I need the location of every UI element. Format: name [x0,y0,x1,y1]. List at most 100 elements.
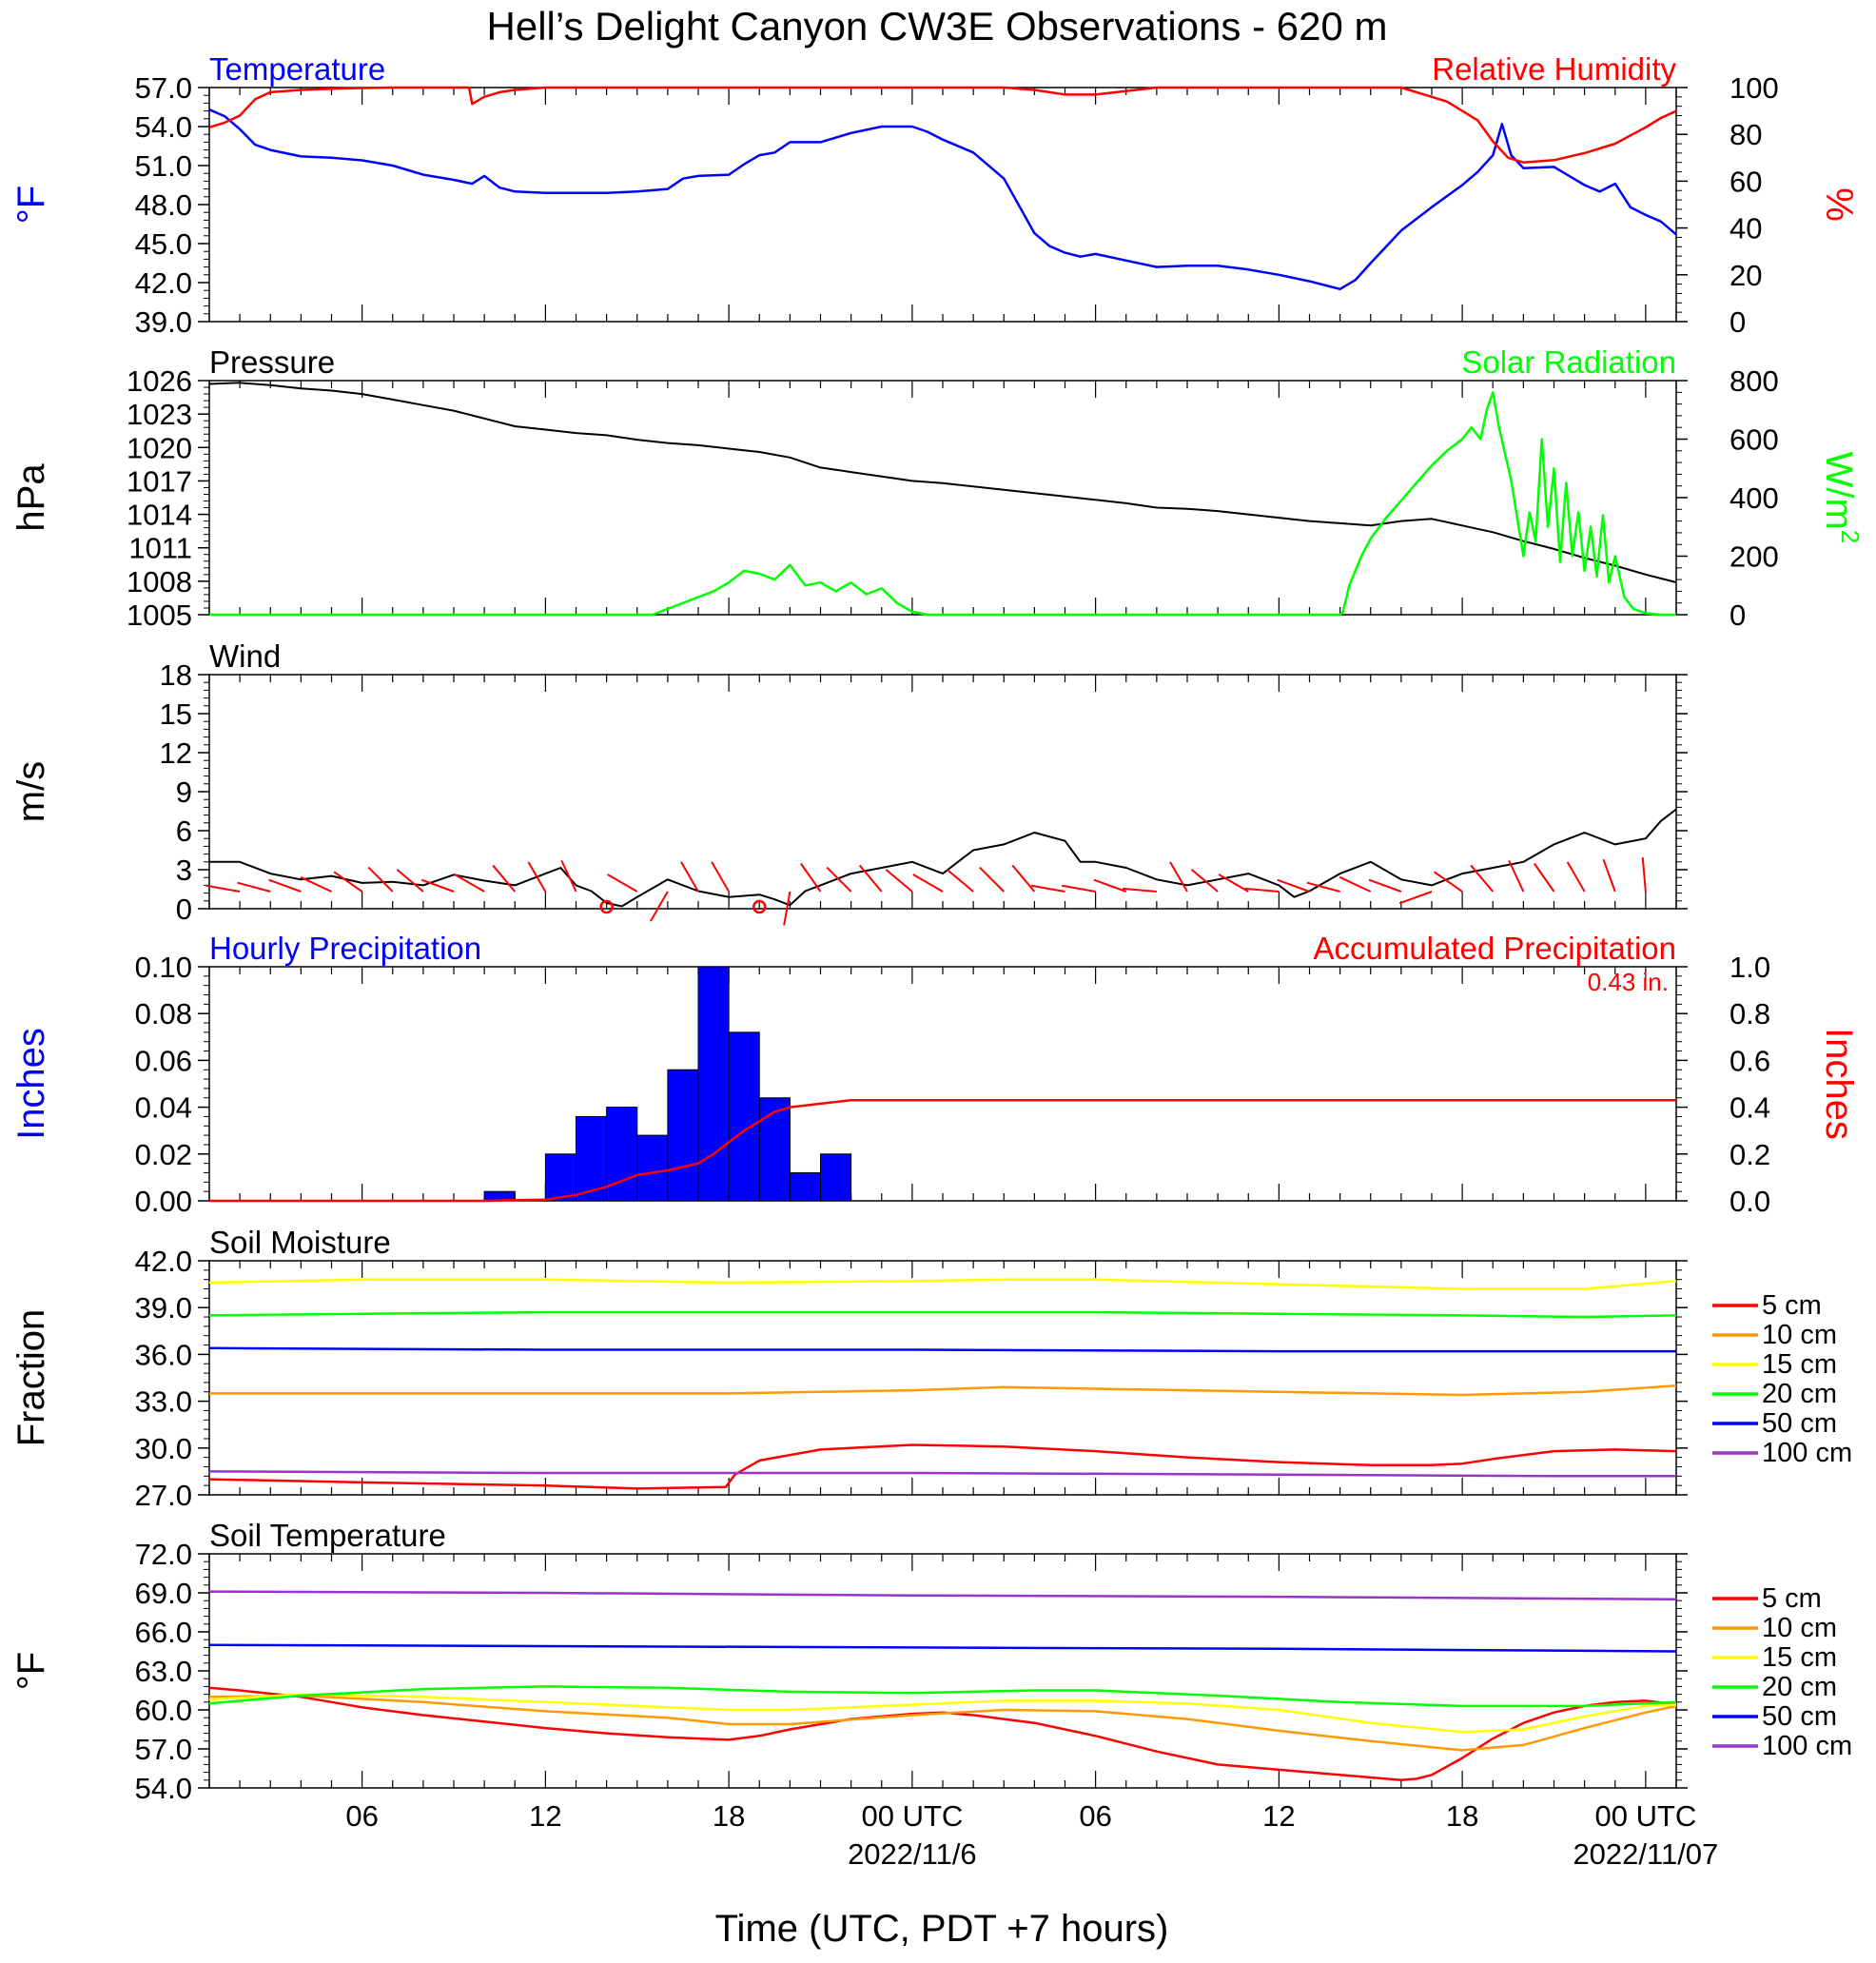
x-tick-sublabel: 2022/11/6 [848,1837,977,1871]
panel-4-annotation: 0.43 in. [1588,968,1669,996]
panel-5-legend-label: 15 cm [1762,1349,1837,1380]
panel-2-y-tick-label-right: 800 [1729,364,1779,398]
panel-3-wind-barb [1011,864,1036,893]
panel-3-wind-barb [1218,874,1249,893]
panel-5-legend-label: 20 cm [1762,1379,1837,1409]
panel-6-series-50-cm [208,1643,1677,1653]
panel-3-ylabel-left: m/s [10,761,52,822]
panel-3-calm-marker [752,899,767,914]
panel-5-series-10-cm [209,1384,1677,1397]
panel-5-legend-label: 50 cm [1762,1408,1837,1439]
panel-3-series-wind [209,808,1677,908]
panel-4-y-tick-label-right: 0.6 [1729,1044,1770,1077]
x-tick-label: 18 [1446,1799,1478,1833]
panel-5-ylabel-left: Fraction [10,1309,52,1447]
panel-3-wind-barb [1030,884,1065,893]
panel-5-y-tick-label-left: 36.0 [135,1338,192,1371]
panel-4-y-tick-label-left: 0.10 [135,951,192,984]
panel-3-wind-barb [1306,881,1340,893]
x-tick-label: 06 [1079,1799,1111,1833]
panel-3-wind-barb [396,869,424,893]
panel-4-ylabel-left: Inches [10,1028,52,1140]
panel-2-y-tick-label-right: 0 [1729,599,1746,632]
panel-4-y-tick-label-left: 0.04 [135,1091,192,1125]
figure-title: Hell’s Delight Canyon CW3E Observations … [487,4,1388,49]
panel-6-title-left: Soil Temperature [209,1518,446,1553]
panel-6-series-100-cm [208,1590,1677,1601]
panel-3-wind-barb [1434,871,1463,893]
panel-1-series-temperature [208,108,1677,291]
panel-3-wind-barb [1398,891,1433,905]
panel-5-frame [208,1260,1677,1496]
panel-4-frame [208,966,1677,1202]
panel-3-wind-barb [560,859,577,893]
panel-6-y-tick-label-left: 63.0 [135,1655,192,1688]
panel-6-y-tick-label-left: 72.0 [135,1538,192,1571]
x-axis-label: Time (UTC, PDT +7 hours) [715,1908,1169,1950]
panel-3-wind-barb [300,875,332,893]
panel-3-y-tick-label-left: 18 [160,658,192,692]
panel-2-y-tick-label-left: 1011 [128,532,192,565]
panel-6-y-tick-label-left: 60.0 [135,1694,192,1727]
panel-2-y-tick-label-left: 1014 [127,499,192,532]
panel-6-ylabel-left: °F [10,1652,52,1690]
panel-3-wind-barb [527,861,547,893]
panel-3-wind-barb [1093,878,1127,893]
panel-5-series-100-cm [208,1470,1676,1478]
panel-1-ylabel-left: °F [10,186,52,224]
panel-4-precip-bar [789,1171,821,1202]
panel-1-frame [208,87,1677,323]
panel-4-title-left: Hourly Precipitation [209,931,481,966]
panel-4-precip-bar [728,1031,760,1202]
panel-6-legend-label: 20 cm [1762,1672,1837,1702]
panel-1-y-tick-label-right: 20 [1729,259,1762,292]
panel-3-wind-barb [979,866,1005,893]
panel-5-legend-label: 5 cm [1762,1290,1822,1321]
panel-2-y-tick-label-left: 1026 [127,364,192,398]
panel-4-y-tick-label-right: 0.8 [1729,997,1770,1031]
panel-2-y-tick-label-left: 1008 [127,565,192,599]
panel-6-frame [208,1553,1677,1789]
panel-6-y-tick-label-left: 54.0 [135,1772,192,1805]
x-tick-label: 18 [713,1799,745,1833]
panel-1-ylabel-right: % [1818,187,1860,222]
panel-6-legend-label: 50 cm [1762,1701,1837,1732]
panel-3-wind-barb [1641,857,1647,893]
x-tick-sublabel: 2022/11/07 [1573,1837,1718,1871]
panel-2-series-pressure [208,382,1677,583]
panel-1-title-left: Temperature [209,51,385,87]
panel-5-series-20-cm [208,1310,1677,1319]
panel-6-y-tick-label-left: 57.0 [135,1733,192,1766]
panel-6-legend-label: 100 cm [1762,1731,1852,1761]
panel-4-series-accumulated-precipitation [209,1098,1676,1203]
panel-4-y-tick-label-left: 0.08 [135,997,192,1031]
panel-3-wind-barb [826,866,852,893]
panel-3-wind-barb [1534,862,1555,893]
panel-3-y-tick-label-left: 9 [176,775,192,809]
panel-4-y-tick-label-left: 0.06 [135,1044,192,1077]
panel-3-wind-barb [1470,864,1495,893]
panel-2-title-left: Pressure [209,344,335,380]
panel-3-wind-barb [1122,887,1157,893]
panel-6-y-tick-label-left: 66.0 [135,1616,192,1649]
panel-4-precip-bar [820,1153,852,1202]
panel-4-y-tick-label-right: 0.2 [1729,1138,1770,1171]
panel-3-wind-barb [680,861,699,893]
panel-3-wind-barb [1339,875,1372,893]
panel-6-legend-label: 15 cm [1762,1642,1837,1673]
panel-3-wind-barb [1244,887,1280,893]
x-tick-label: 00 UTC [861,1799,963,1833]
panel-5-legend-label: 100 cm [1762,1438,1852,1468]
panel-3-wind-barb [268,878,302,893]
panel-3-wind-barb [946,869,974,893]
panel-1-y-tick-label-left: 51.0 [135,149,192,183]
panel-1-y-tick-label-left: 39.0 [135,305,192,339]
panel-5-y-tick-label-left: 42.0 [135,1245,192,1278]
panel-2-ylabel-right-sup: 2 [1836,530,1865,543]
panel-3-y-tick-label-left: 3 [176,854,192,887]
panel-6-series-20-cm [208,1685,1677,1708]
panel-3-wind-barb [1566,861,1586,893]
panel-4-precip-bar [544,1153,576,1202]
panel-4-precip-bar [636,1134,669,1202]
panel-6-legend-label: 10 cm [1762,1613,1837,1643]
